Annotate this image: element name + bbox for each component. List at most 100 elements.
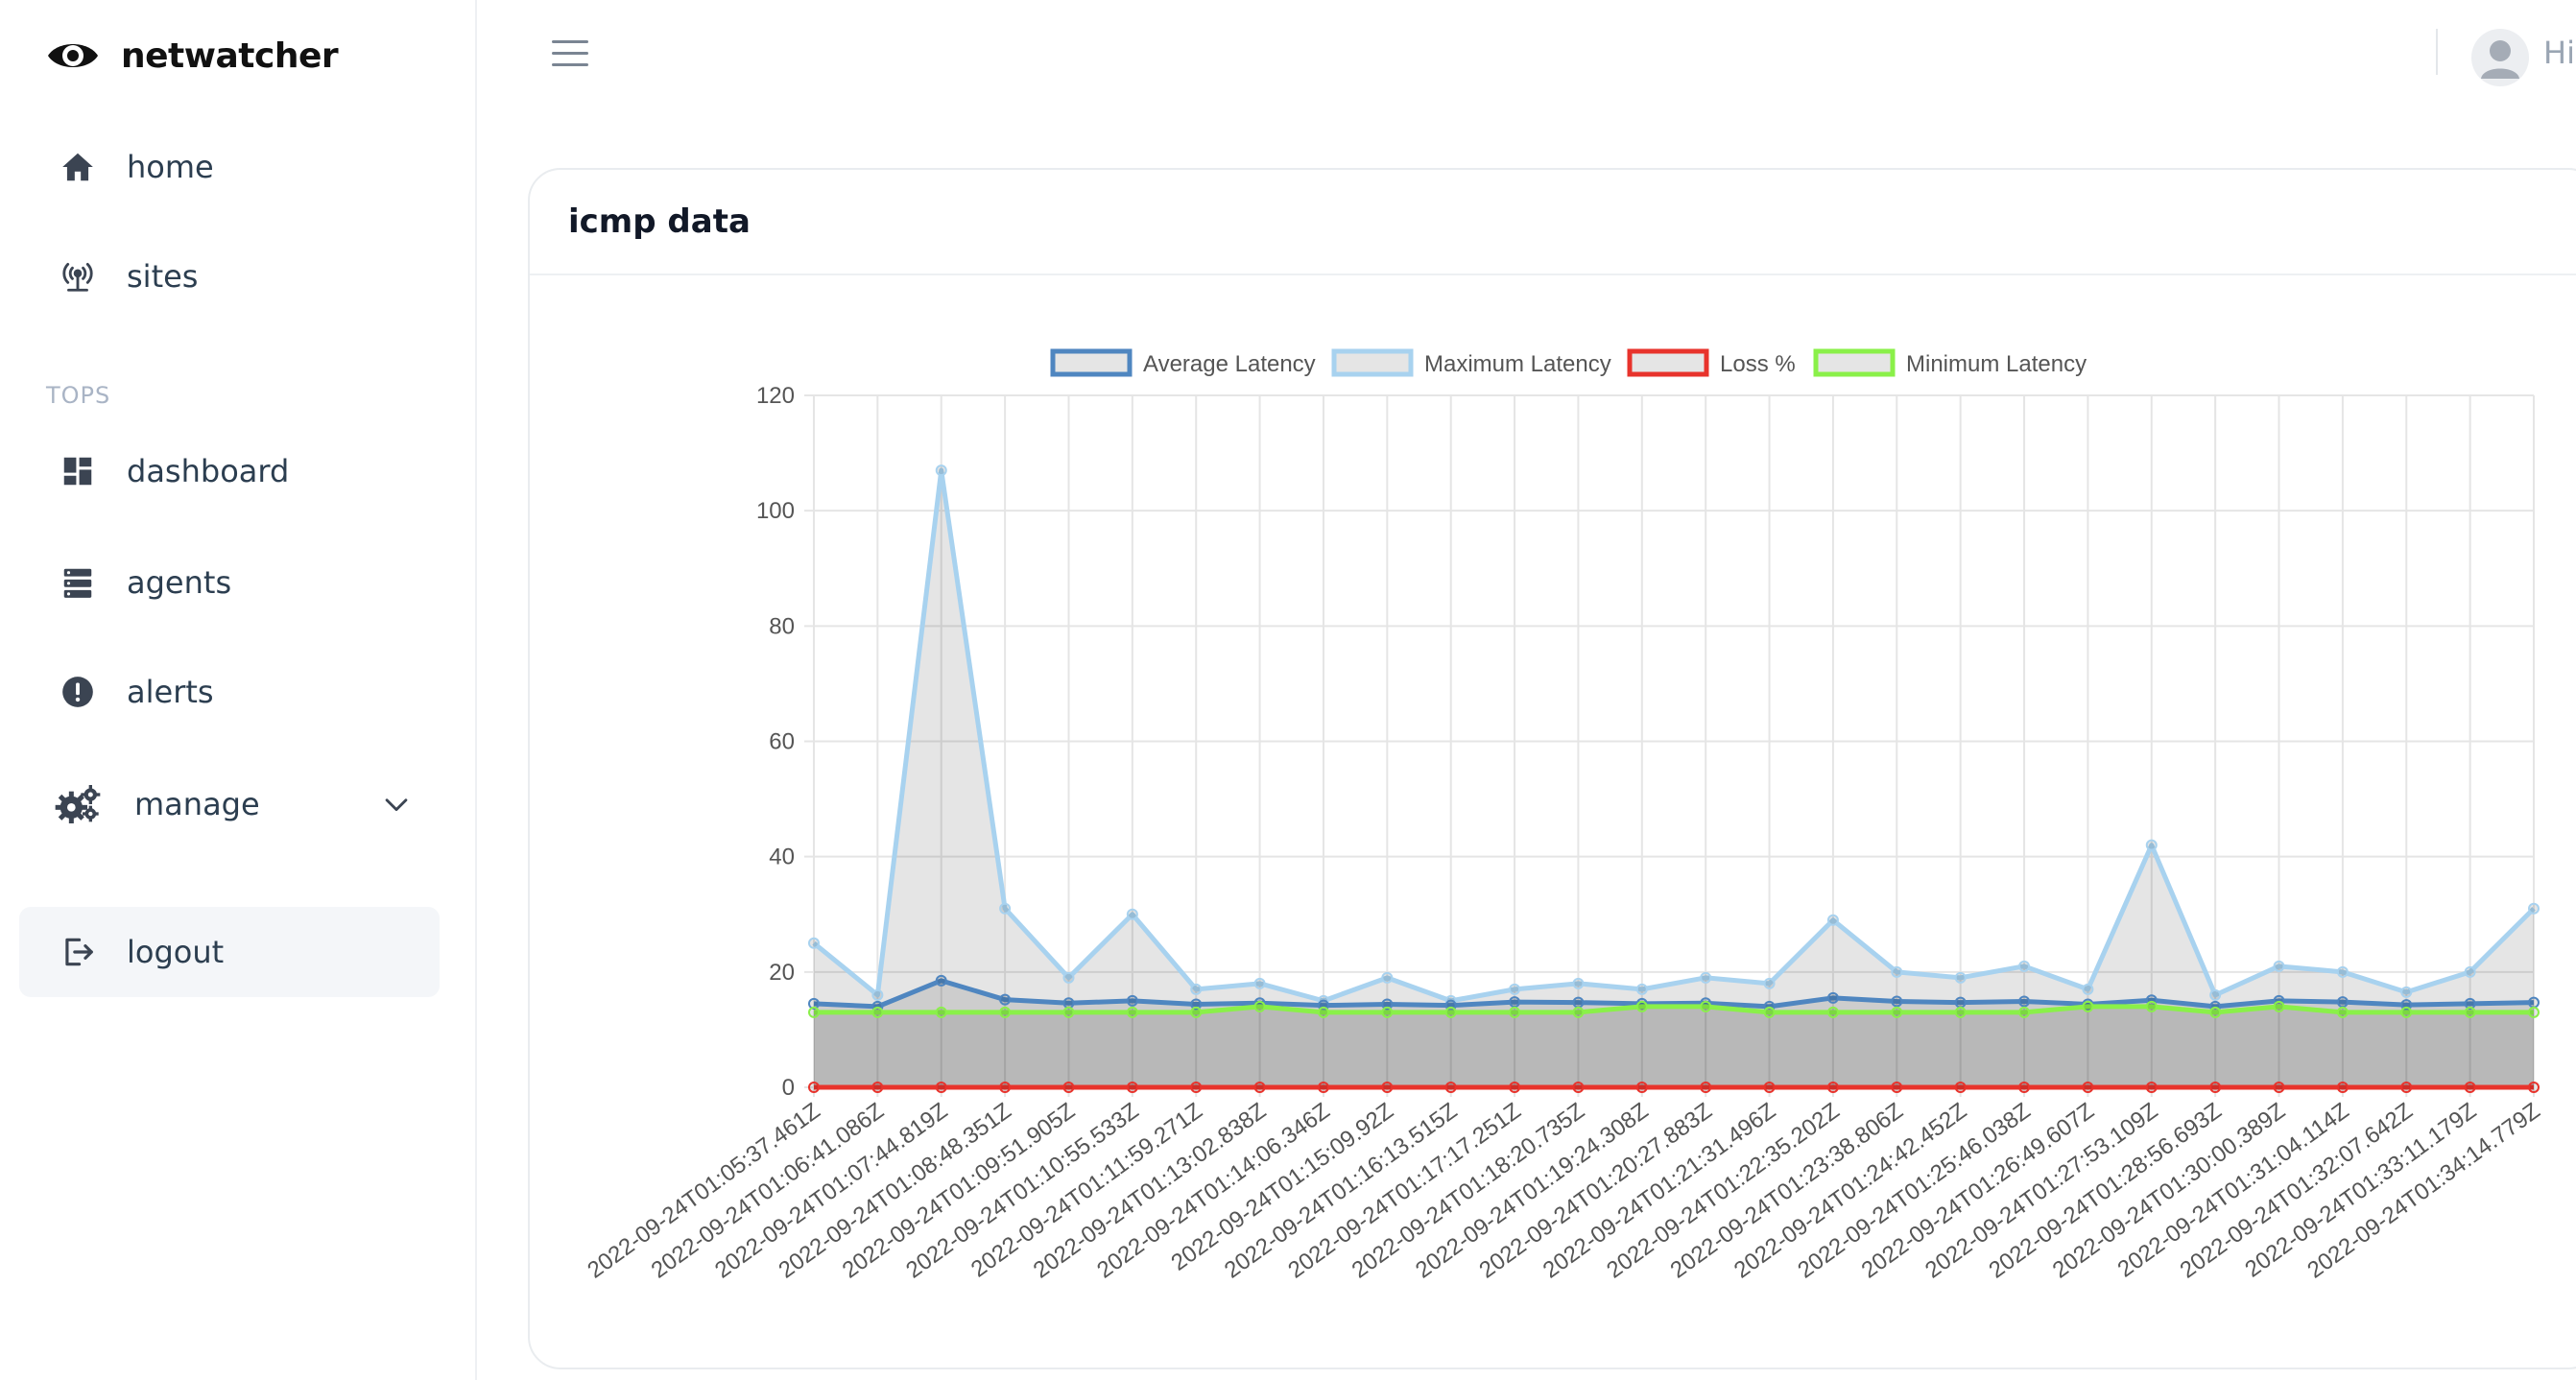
card-header: icmp data — [530, 170, 2576, 275]
y-tick-label: 20 — [769, 960, 795, 986]
data-point — [2273, 1000, 2285, 1012]
legend-label: Minimum Latency — [1906, 351, 2087, 377]
data-point — [1635, 983, 1648, 995]
legend-swatch — [1627, 348, 1709, 377]
data-point — [1826, 1082, 1839, 1093]
data-point — [1826, 914, 1839, 926]
data-point — [2209, 1082, 2222, 1093]
sidebar-item-label: manage — [134, 786, 260, 822]
data-point — [2082, 983, 2094, 995]
data-point — [1126, 908, 1138, 920]
data-point — [2528, 902, 2540, 915]
chevron-down-icon[interactable] — [380, 788, 413, 821]
header-divider — [2436, 29, 2438, 75]
top-header — [477, 0, 2576, 113]
sidebar-item-label: sites — [127, 258, 199, 295]
data-point — [1700, 1000, 1712, 1012]
data-point — [871, 1006, 884, 1018]
data-point — [999, 1006, 1012, 1018]
data-point — [1700, 971, 1712, 984]
sidebar-item-dashboard[interactable]: dashboard — [19, 426, 440, 516]
eye-logo-icon — [48, 44, 98, 67]
data-point — [2336, 996, 2349, 1009]
data-point — [2209, 988, 2222, 1001]
logout-button[interactable]: logout — [19, 907, 440, 997]
data-point — [1572, 1006, 1585, 1018]
icmp-card: icmp data 0 20 40 60 80 100 120 2022-09-24T01:0… — [528, 168, 2576, 1369]
legend-label: Loss % — [1720, 351, 1796, 377]
data-point — [1381, 1082, 1394, 1093]
data-point — [935, 974, 947, 987]
sidebar-item-home[interactable]: home — [19, 122, 440, 212]
data-point — [1381, 1006, 1394, 1018]
data-point — [1954, 996, 1967, 1009]
sidebar-item-manage[interactable]: manage — [19, 759, 440, 849]
sidebar-item-agents[interactable]: agents — [19, 537, 440, 628]
data-point — [1253, 1082, 1266, 1093]
data-point — [2273, 1082, 2285, 1093]
sidebar-item-label: agents — [127, 564, 232, 601]
data-point — [808, 1082, 820, 1093]
sidebar-item-alerts[interactable]: alerts — [19, 647, 440, 737]
data-point — [1891, 1006, 1903, 1018]
data-point — [1317, 1082, 1329, 1093]
sidebar-item-label: dashboard — [127, 453, 290, 489]
logout-icon — [60, 934, 96, 970]
data-point — [1891, 995, 1903, 1008]
dashboard-icon — [60, 453, 96, 489]
data-point — [1572, 996, 1585, 1009]
y-tick-label: 100 — [756, 498, 795, 524]
data-point — [808, 937, 820, 949]
data-point — [1509, 1082, 1521, 1093]
y-tick-label: 40 — [769, 845, 795, 870]
y-tick-label: 0 — [782, 1075, 795, 1101]
data-point — [1572, 977, 1585, 989]
data-point — [2145, 1000, 2158, 1012]
avatar[interactable] — [2471, 29, 2529, 86]
server-icon — [60, 564, 96, 601]
data-point — [1826, 991, 1839, 1004]
data-point — [2528, 996, 2540, 1009]
data-point — [1763, 1006, 1776, 1018]
sidebar-item-sites[interactable]: sites — [19, 231, 440, 321]
icmp-line-chart: 0204060801001202022-09-24T01:05:37.461Z2… — [583, 348, 2545, 1284]
data-point — [2400, 986, 2413, 998]
data-point — [1954, 971, 1967, 984]
card-title: icmp data — [568, 202, 751, 241]
data-point — [1763, 977, 1776, 989]
data-point — [2273, 960, 2285, 972]
data-point — [1826, 1006, 1839, 1018]
data-point — [1062, 1082, 1075, 1093]
data-point — [1635, 1000, 1648, 1012]
data-point — [1190, 983, 1203, 995]
user-greeting[interactable]: Hi, — [2543, 35, 2576, 71]
legend-swatch — [1331, 348, 1414, 377]
brand-name: netwatcher — [121, 36, 339, 76]
data-point — [935, 1006, 947, 1018]
data-point — [1509, 996, 1521, 1009]
data-point — [1253, 1000, 1266, 1012]
data-point — [1954, 1006, 1967, 1018]
y-tick-label: 60 — [769, 729, 795, 755]
section-label-tops: TOPS — [46, 382, 111, 409]
data-point — [1381, 998, 1394, 1011]
series-fill — [814, 470, 2534, 1087]
data-point — [1444, 1082, 1457, 1093]
legend-label: Maximum Latency — [1424, 351, 1611, 377]
data-point — [2464, 1082, 2476, 1093]
sidebar-item-label: alerts — [127, 674, 214, 710]
data-point — [999, 993, 1012, 1006]
data-point — [1126, 1006, 1138, 1018]
data-point — [2528, 1006, 2540, 1018]
home-icon — [60, 149, 96, 185]
data-point — [1062, 997, 1075, 1010]
brand[interactable]: netwatcher — [46, 29, 339, 83]
data-point — [2400, 1082, 2413, 1093]
antenna-icon — [60, 258, 96, 295]
menu-toggle-icon[interactable] — [552, 40, 588, 71]
data-point — [1253, 977, 1266, 989]
legend-label: Average Latency — [1143, 351, 1316, 377]
sidebar-item-label: home — [127, 149, 214, 185]
data-point — [1190, 1082, 1203, 1093]
data-point — [2082, 1082, 2094, 1093]
